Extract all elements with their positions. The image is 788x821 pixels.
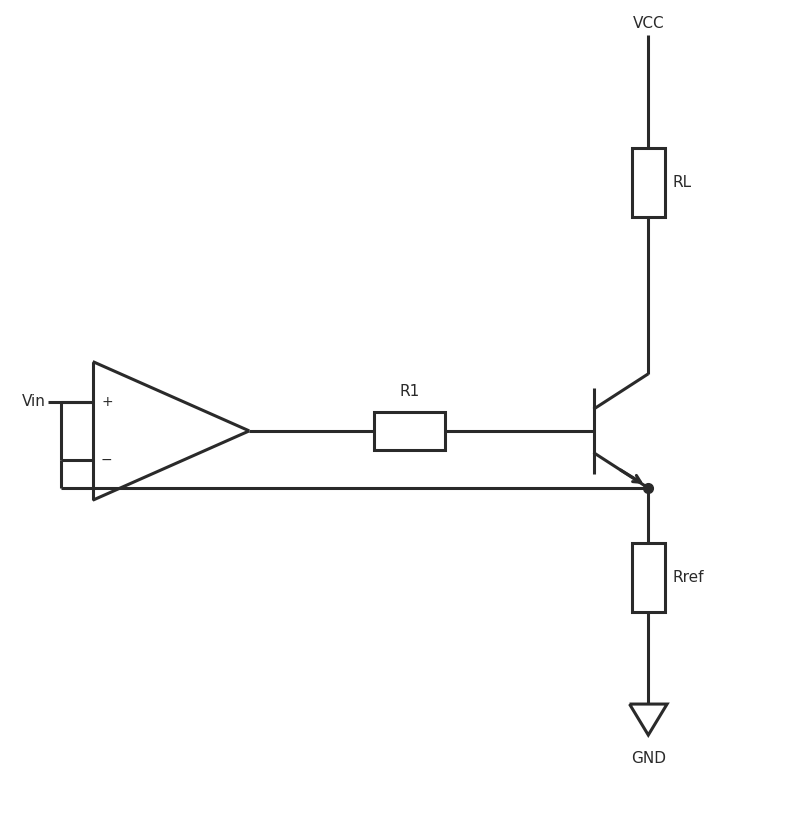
Text: RL: RL: [672, 175, 692, 190]
Text: R1: R1: [400, 384, 420, 399]
Text: GND: GND: [631, 751, 666, 766]
Text: Rref: Rref: [672, 570, 704, 585]
Bar: [374, 412, 445, 450]
Bar: [632, 148, 665, 217]
Bar: [632, 543, 665, 612]
Text: −: −: [101, 453, 113, 467]
Text: Vin: Vin: [22, 394, 46, 410]
Text: VCC: VCC: [633, 16, 664, 31]
Text: +: +: [101, 395, 113, 409]
